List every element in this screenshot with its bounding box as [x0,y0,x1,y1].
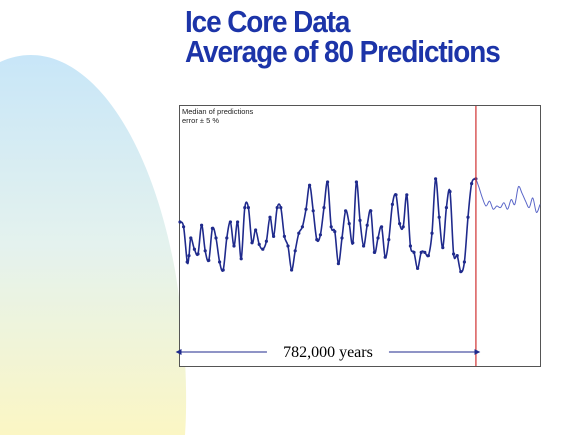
data-point [408,244,412,248]
data-point [182,225,186,229]
data-point [268,215,272,219]
data-point [246,206,250,210]
data-point [358,218,362,222]
data-point [405,193,409,197]
data-point [203,249,207,253]
span-label: 782,000 years [283,344,373,361]
data-point [398,222,402,226]
data-point [401,225,405,229]
plot-frame [179,105,541,367]
data-point [232,244,236,248]
data-point [225,236,229,240]
data-point [187,254,191,258]
data-point [452,252,456,256]
data-point [200,223,204,227]
data-point [192,247,196,251]
data-point [272,234,276,238]
data-point [318,233,322,237]
data-point [326,180,330,184]
data-point [347,222,351,226]
data-point [455,254,459,258]
data-point [293,249,297,253]
data-point [286,244,290,248]
background-arc [0,55,187,435]
data-point [210,226,214,230]
data-point [423,250,427,254]
series-line-prediction [475,178,541,213]
data-point [311,209,315,213]
data-point [207,258,211,262]
data-point [390,202,394,206]
data-point [369,209,373,213]
data-point [236,220,240,224]
chart-annotation-line-2: error ± 5 % [182,116,219,125]
data-point [257,242,261,246]
data-point [448,190,452,194]
data-point [290,268,294,272]
data-point [228,220,232,224]
data-point [196,252,200,256]
data-point [434,177,438,181]
data-point [430,231,434,235]
data-point [462,260,466,264]
data-point [282,234,286,238]
data-point [344,209,348,213]
data-point [218,260,222,264]
data-point [178,220,182,224]
data-point [441,246,445,250]
data-point [304,207,308,211]
data-point [322,206,326,210]
data-point [189,236,193,240]
data-point [376,236,380,240]
data-point [221,268,225,272]
data-point [362,244,366,248]
chart-annotation-line-1: Median of predictions [182,107,254,116]
data-point [243,206,247,210]
data-point [459,270,463,274]
data-point [185,260,189,264]
data-point [239,257,243,261]
data-point [264,239,268,243]
data-point [365,223,369,227]
data-point [315,238,319,242]
data-point [333,230,337,234]
data-point [214,236,218,240]
data-point [340,236,344,240]
data-point [300,225,304,229]
data-point [470,182,474,186]
data-point [351,241,355,245]
data-point [254,228,258,232]
data-point [412,250,416,254]
data-point [466,215,470,219]
data-point [275,206,279,210]
data-point [372,250,376,254]
slide-title-line-2: Average of 80 Predictions [185,34,501,69]
data-point [416,266,420,270]
data-point [261,247,265,251]
data-point [297,231,301,235]
data-point [308,183,312,187]
data-point [426,254,430,258]
data-point [329,225,333,229]
data-point [387,238,391,242]
slide-title-line-1: Ice Core Data [185,4,350,39]
data-point [394,193,398,197]
data-point [380,225,384,229]
data-point [279,206,283,210]
data-point [383,255,387,259]
data-point [354,180,358,184]
data-point [336,262,340,266]
data-point [250,241,254,245]
data-point [437,215,441,219]
data-point [444,206,448,210]
data-point [419,250,423,254]
